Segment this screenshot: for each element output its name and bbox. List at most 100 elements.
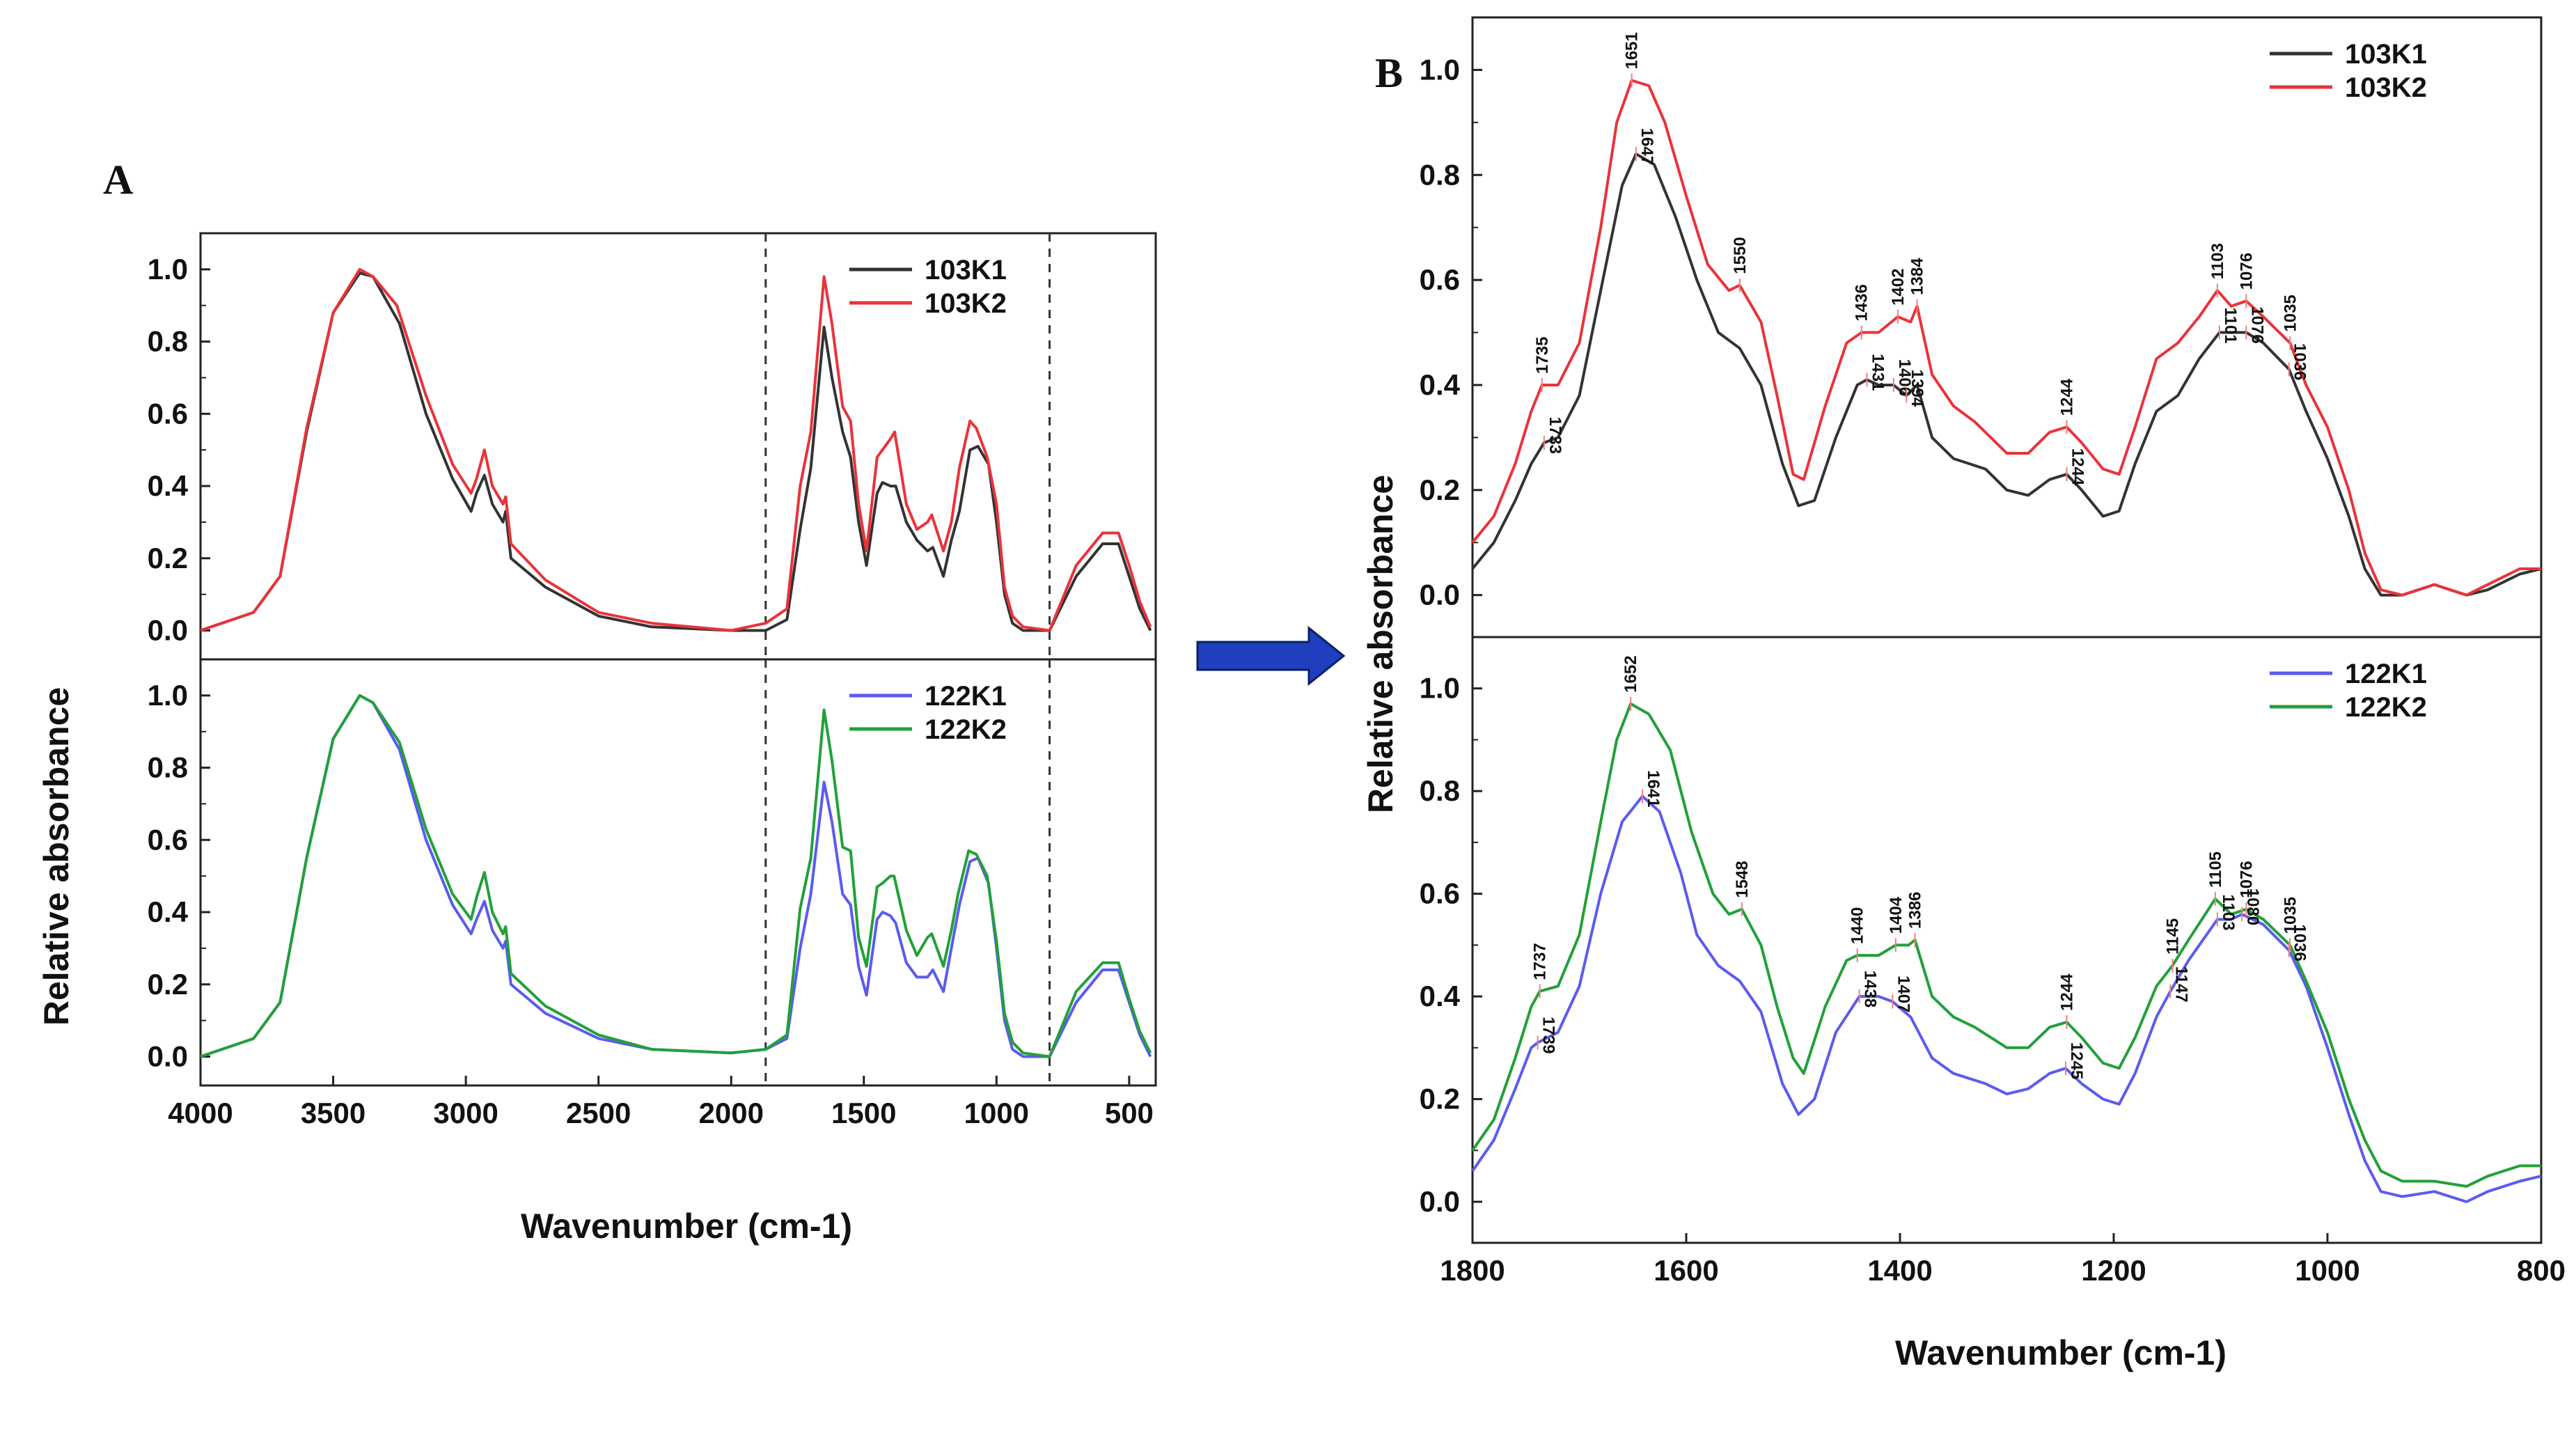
series-line-122k2 bbox=[200, 693, 1152, 1058]
right-arrow-icon bbox=[1196, 625, 1346, 687]
plot-frame bbox=[1471, 16, 2543, 638]
legend-entry: 122K1 bbox=[925, 681, 1007, 712]
peak-label: 1737 bbox=[1531, 943, 1550, 980]
x-tick-label: 3000 bbox=[433, 1097, 498, 1129]
peak-label: 1244 bbox=[2057, 973, 2076, 1011]
peak-label: 1245 bbox=[2067, 1042, 2086, 1079]
peak-label: 1739 bbox=[1539, 1017, 1558, 1053]
y-tick-label: 1.0 bbox=[148, 253, 188, 285]
y-tick-label: 0.8 bbox=[1420, 774, 1460, 807]
peak-label: 1076 bbox=[2247, 306, 2266, 343]
series-line-103k1 bbox=[200, 272, 1152, 632]
peak-label: 1407 bbox=[1894, 975, 1913, 1012]
x-tick-label: 1200 bbox=[2081, 1254, 2146, 1287]
panel-a-y-axis-title: Relative absorbance bbox=[37, 687, 76, 1026]
x-tick-label: 800 bbox=[2517, 1254, 2566, 1287]
peak-label: 1145 bbox=[2163, 918, 2182, 955]
panel-b-x-axis-title: Wavenumber (cm-1) bbox=[1895, 1333, 2226, 1372]
plot-frame bbox=[199, 658, 1157, 1087]
chart-a-bottom: 0.0 0.2 0.4 0.6 0.8 1.0 4000 3500 3000 2500 2000 15… bbox=[148, 658, 1157, 1129]
y-tick-label: 0.8 bbox=[1420, 158, 1460, 191]
y-tick-label: 0.4 bbox=[148, 895, 189, 928]
legend-entry: 103K1 bbox=[925, 255, 1007, 285]
series-line-122k2 bbox=[1471, 702, 2541, 1188]
x-tick-label: 1800 bbox=[1440, 1254, 1505, 1287]
y-tick-label: 0.8 bbox=[148, 751, 188, 784]
x-axis-title-main: Wavenumber (cm-1) bbox=[521, 1207, 852, 1246]
plot-frame bbox=[1471, 636, 2543, 1244]
x-tick-label: 4000 bbox=[168, 1097, 233, 1129]
x-axis-title-main: Wavenumber (cm-1) bbox=[1895, 1333, 2226, 1372]
legend-entry: 103K2 bbox=[925, 288, 1007, 319]
x-tick-label: 1000 bbox=[2295, 1254, 2359, 1287]
y-tick-label: 1.0 bbox=[1420, 672, 1460, 705]
y-tick-label: 0.6 bbox=[148, 397, 188, 430]
peak-label: 1035 bbox=[2281, 295, 2300, 331]
peak-label: 1244 bbox=[2057, 378, 2076, 416]
y-tick-label: 0.6 bbox=[1420, 263, 1460, 296]
peak-label: 1735 bbox=[1533, 337, 1552, 374]
series-line-122k1 bbox=[200, 693, 1152, 1058]
peak-label: 1733 bbox=[1546, 417, 1564, 454]
x-tick-label: 1500 bbox=[831, 1097, 896, 1129]
legend-entry: 122K2 bbox=[925, 714, 1007, 745]
peak-label: 1404 bbox=[1887, 896, 1906, 934]
peak-label: 1076 bbox=[2237, 253, 2256, 290]
legend-entry: 122K1 bbox=[2345, 659, 2427, 689]
peak-label: 1402 bbox=[1889, 269, 1908, 306]
peak-label: 1651 bbox=[1623, 32, 1642, 69]
peak-label: 1384 bbox=[1908, 258, 1927, 295]
y-tick-label: 0.6 bbox=[148, 823, 188, 856]
legend-entry: 103K1 bbox=[2345, 39, 2427, 70]
y-tick-label: 0.0 bbox=[148, 614, 188, 647]
peak-label: 1550 bbox=[1731, 237, 1750, 274]
legend-entry: 122K2 bbox=[2345, 692, 2427, 723]
peak-label: 1431 bbox=[1868, 354, 1887, 391]
y-tick-label: 1.0 bbox=[1420, 53, 1460, 86]
y-tick-label: 0.4 bbox=[1420, 980, 1461, 1012]
x-tick-label: 2500 bbox=[566, 1097, 631, 1129]
peak-label: 1436 bbox=[1853, 284, 1871, 321]
panel-b-label: B bbox=[1375, 50, 1403, 96]
peak-label: 1440 bbox=[1848, 907, 1867, 944]
legend-entry: 103K2 bbox=[2345, 72, 2427, 103]
y-tick-label: 0.2 bbox=[1420, 473, 1460, 506]
peak-label: 1548 bbox=[1733, 861, 1752, 897]
x-tick-label: 1600 bbox=[1654, 1254, 1718, 1287]
y-tick-label: 0.2 bbox=[1420, 1083, 1460, 1115]
peak-label: 1105 bbox=[2206, 852, 2225, 888]
peak-label: 1386 bbox=[1906, 892, 1924, 929]
x-tick-label: 1400 bbox=[1867, 1254, 1932, 1287]
peak-label: 1244 bbox=[2068, 448, 2087, 486]
peak-label: 1103 bbox=[2208, 243, 2227, 279]
x-tick-label: 2000 bbox=[699, 1097, 764, 1129]
series-line-103k2 bbox=[1471, 79, 2541, 597]
peak-label: 1647 bbox=[1638, 128, 1656, 165]
peak-label: 1652 bbox=[1621, 655, 1640, 692]
y-tick-label: 0.0 bbox=[1420, 579, 1460, 611]
chart-b-bottom: 0.0 0.2 0.4 0.6 0.8 1.0 1800 1600 1400 1200 1000 80… bbox=[1420, 636, 2566, 1287]
peak-label: 1394 bbox=[1908, 370, 1926, 407]
peak-label: 1035 bbox=[2281, 897, 2300, 934]
panel-a-x-axis-title: Wavenumber (cm-1) bbox=[521, 1207, 852, 1246]
y-tick-label: 0.0 bbox=[1420, 1185, 1460, 1218]
y-tick-label: 0.0 bbox=[148, 1040, 188, 1073]
x-tick-label: 500 bbox=[1105, 1097, 1154, 1129]
panel-a-label: A bbox=[103, 157, 133, 203]
y-tick-label: 0.4 bbox=[148, 469, 189, 502]
peak-label: 1101 bbox=[2221, 307, 2240, 343]
peak-label: 1147 bbox=[2171, 966, 2190, 1003]
peak-label: 1406 bbox=[1895, 359, 1914, 396]
y-tick-label: 1.0 bbox=[148, 679, 188, 712]
peak-label: 1036 bbox=[2291, 343, 2309, 380]
series-line-122k1 bbox=[1471, 794, 2542, 1203]
x-tick-label: 1000 bbox=[964, 1097, 1029, 1129]
peak-label: 1438 bbox=[1861, 971, 1880, 1007]
y-tick-label: 0.8 bbox=[148, 325, 188, 358]
peak-label: 1036 bbox=[2291, 924, 2309, 961]
peak-label: 1076 bbox=[2237, 861, 2256, 897]
y-tick-label: 0.2 bbox=[148, 542, 188, 574]
